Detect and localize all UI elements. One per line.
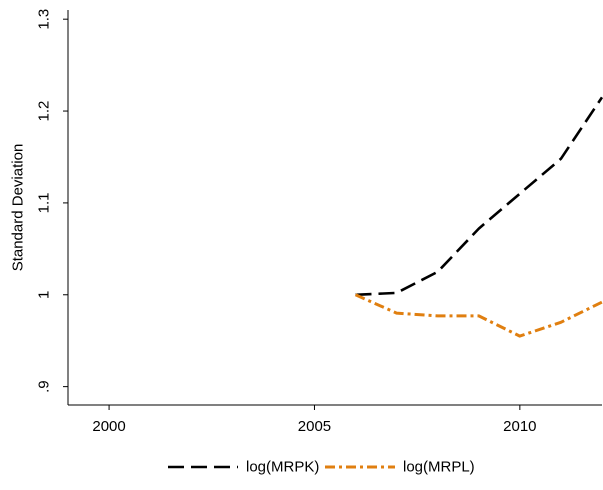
y-tick-label: 1 <box>36 291 53 299</box>
y-tick-label: .9 <box>36 380 53 393</box>
legend-label-2: log(MRPL) <box>403 459 475 476</box>
y-tick-label: 1.1 <box>36 192 53 213</box>
series-layer <box>354 96 603 338</box>
legend-label-1: log(MRPK) <box>246 459 319 476</box>
y-tick-label: 1.2 <box>36 101 53 122</box>
x-tick-label: 2010 <box>503 418 536 435</box>
series-line-2 <box>354 293 603 338</box>
y-axis-title: Standard Deviation <box>10 144 27 272</box>
axes: .9 1 1.1 1.2 1.3 2000 2005 2010 Standard Deviati… <box>10 9 602 435</box>
legend: log(MRPK) log(MRPL) <box>168 459 475 476</box>
y-tick-label: 1.3 <box>36 9 53 30</box>
x-tick-label: 2005 <box>298 418 331 435</box>
x-tick-label: 2000 <box>92 418 125 435</box>
series-line-1 <box>355 96 603 297</box>
